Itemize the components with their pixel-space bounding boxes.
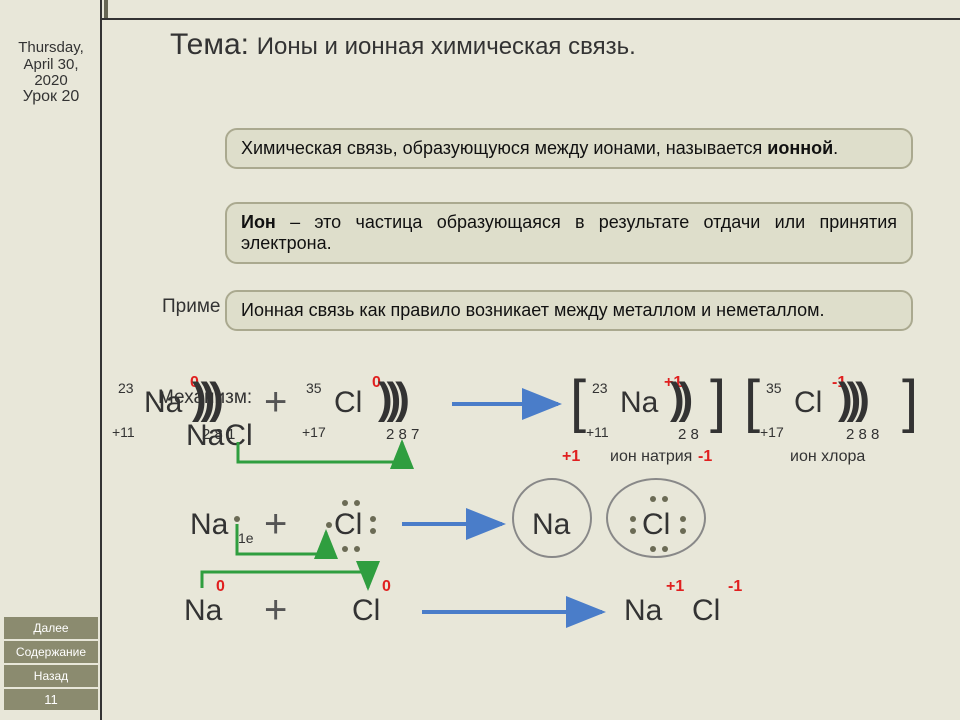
bracket-na-l: [ [570, 368, 586, 435]
title-prefix: Тема: [170, 28, 249, 61]
na-shells: ))) [192, 374, 218, 424]
r2-cl-d6 [354, 546, 360, 552]
top-line-decor [102, 18, 960, 20]
cl-ion-symbol: Cl [794, 386, 822, 420]
cl-ion-mass: 35 [766, 380, 782, 396]
cl-mass: 35 [306, 380, 322, 396]
bracket-cl-r: ] [902, 368, 918, 435]
na-conf: 2 8 1 [202, 426, 235, 443]
r2-cl-d1 [342, 500, 348, 506]
one-e-label: 1e [238, 530, 254, 546]
def1-bold: ионной [767, 138, 833, 158]
r3-na-chg1: +1 [666, 578, 684, 596]
na-ion-conf: 2 8 [678, 426, 699, 443]
date-l3: 2020 [34, 72, 67, 89]
r2-cl-d3 [370, 516, 376, 522]
r2-cl-d4 [370, 528, 376, 534]
top-block-decor [104, 0, 108, 18]
r2p-d7 [630, 516, 636, 522]
r2p-d4 [680, 528, 686, 534]
r2p-d6 [662, 546, 668, 552]
r3-cl-chg0: 0 [382, 578, 391, 596]
lesson-label: Урок 20 [4, 88, 98, 106]
r3p-cl: Cl [692, 594, 720, 628]
r2p-d5 [650, 546, 656, 552]
example-label: Приме [162, 296, 220, 318]
r3-na: Na [184, 594, 222, 628]
ion-na-label: ион натрия [610, 448, 692, 466]
page-title: Тема: Ионы и ионная химическая связь. [170, 28, 636, 62]
r3p-na: Na [624, 594, 662, 628]
mechanism-diagram: 23 +11 Na 0 ))) 2 8 1 + 35 +17 Cl 0 ))) … [102, 368, 960, 708]
definition-box-3: Ионная связь как правило возникает между… [225, 290, 913, 331]
na-ion-shells: )) [670, 374, 687, 424]
r2p-na: Na [532, 508, 570, 542]
back-button[interactable]: Назад [4, 665, 98, 687]
r2-cl: Cl [334, 508, 362, 542]
toc-button[interactable]: Содержание [4, 641, 98, 663]
bracket-na-r: ] [710, 368, 726, 435]
r2-cl-d5 [342, 546, 348, 552]
ion-cl-label: ион хлора [790, 448, 865, 466]
r2-cl-d7 [326, 522, 332, 528]
def1-post: . [833, 138, 838, 158]
r2p-d2 [662, 496, 668, 502]
r2p-cl: Cl [642, 508, 670, 542]
cl-shells: ))) [378, 374, 404, 424]
r2p-d3 [680, 516, 686, 522]
na-ion-z: +11 [586, 424, 609, 440]
r2-cl-chg: -1 [698, 448, 712, 466]
date-l2: April 30, [23, 56, 78, 73]
na-z: +11 [112, 424, 135, 440]
def2-post: – это частица образующаяся в результате … [241, 212, 897, 253]
cl-z: +17 [302, 424, 326, 440]
cl-ion-z: +17 [760, 424, 784, 440]
na-ion-symbol: Na [620, 386, 658, 420]
na-mass: 23 [118, 380, 134, 396]
cl-ion-shells: ))) [838, 374, 864, 424]
r3-cl-chg1: -1 [728, 578, 742, 596]
def3-text: Ионная связь как правило возникает между… [241, 300, 825, 320]
r2-na-chg: +1 [562, 448, 580, 466]
r2-na: Na [190, 508, 228, 542]
plus-3: + [264, 588, 287, 633]
sidebar: Thursday, April 30, 2020 Урок 20 Далее С… [0, 0, 102, 720]
na-symbol: Na [144, 386, 182, 420]
plus-2: + [264, 502, 287, 547]
r2-cl-d2 [354, 500, 360, 506]
date-l1: Thursday, [18, 39, 84, 56]
definition-box-2: Ион – это частица образующаяся в результ… [225, 202, 913, 264]
def1-pre: Химическая связь, образующуюся между ион… [241, 138, 767, 158]
r2p-d8 [630, 528, 636, 534]
na-ion-mass: 23 [592, 380, 608, 396]
cl-ion-conf: 2 8 8 [846, 426, 879, 443]
def2-bold: Ион [241, 212, 276, 232]
nav-buttons: Далее Содержание Назад 11 [4, 617, 98, 710]
plus-1: + [264, 380, 287, 425]
r2p-d1 [650, 496, 656, 502]
bracket-cl-l: [ [744, 368, 760, 435]
title-text: Ионы и ионная химическая связь. [257, 33, 636, 60]
r2-na-dot [234, 516, 240, 522]
date-block: Thursday, April 30, 2020 [4, 40, 98, 90]
page-number: 11 [4, 689, 98, 710]
next-button[interactable]: Далее [4, 617, 98, 639]
definition-box-1: Химическая связь, образующуюся между ион… [225, 128, 913, 169]
cl-symbol: Cl [334, 386, 362, 420]
r3-cl: Cl [352, 594, 380, 628]
cl-conf: 2 8 7 [386, 426, 419, 443]
